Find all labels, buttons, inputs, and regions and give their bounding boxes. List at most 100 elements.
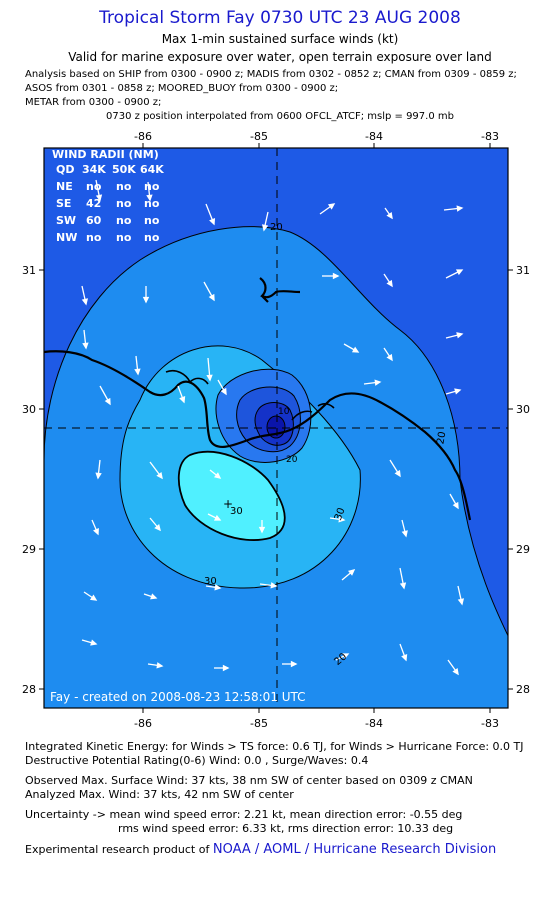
contour-label: 30 xyxy=(204,576,217,587)
wind-band-gt34 xyxy=(177,450,286,541)
wind-arrow-head xyxy=(150,593,158,600)
plot-subtitle: Max 1-min sustained surface winds (kt) xyxy=(161,32,399,46)
wind-arrow-head xyxy=(351,346,360,353)
dpr-line: Destructive Potential Rating(0-6) Wind: … xyxy=(25,754,369,767)
wind-arrow-head xyxy=(89,594,98,601)
wind-arrow-head xyxy=(454,388,462,395)
wind-arrow-head xyxy=(338,516,346,523)
lon-tick-label-bottom: -85 xyxy=(250,717,268,730)
hrd-link[interactable]: NOAA / AOML / Hurricane Research Divisio… xyxy=(212,842,497,857)
wind-radii-col: QD xyxy=(56,163,74,176)
wind-arrow-head xyxy=(332,272,340,280)
wind-arrow-head xyxy=(455,269,464,276)
wind-arrow-head xyxy=(208,293,215,302)
lat-ticks xyxy=(39,269,513,690)
uncertainty-line-2: rms wind speed error: 6.33 kt, rms direc… xyxy=(118,822,454,835)
wind-radii-cell: no xyxy=(116,214,132,227)
map-credit: Fay - created on 2008-08-23 12:58:01 UTC xyxy=(50,690,306,704)
contour-label: 10 xyxy=(278,407,290,417)
wind-arrow-head xyxy=(90,639,98,646)
wind-arrow-head xyxy=(399,582,407,590)
wind-radii-cell: no xyxy=(86,180,102,193)
lake-outline xyxy=(259,277,301,303)
wind-arrow-head xyxy=(93,527,99,536)
lon-tick-label-top: -86 xyxy=(134,130,152,143)
wind-arrow-head xyxy=(394,469,401,478)
wind-arrows xyxy=(81,179,465,676)
wind-arrow-head xyxy=(386,211,393,220)
wind-arrow-head xyxy=(341,653,350,660)
wind-arrow-head xyxy=(386,279,393,288)
wind-arrow-head xyxy=(179,396,186,404)
wind-arrow-head xyxy=(82,342,89,350)
wind-arrow-head xyxy=(327,203,336,210)
lon-tick-label-top: -83 xyxy=(481,130,499,143)
wind-arrow-head xyxy=(452,501,459,510)
product-credit: Experimental research product of NOAA / … xyxy=(25,843,496,857)
wind-arrow-head xyxy=(457,598,465,606)
observed-max-line: Observed Max. Surface Wind: 37 kts, 38 n… xyxy=(25,774,473,787)
wind-radii-cell: no xyxy=(86,231,102,244)
bay-outline xyxy=(165,369,335,421)
lon-tick-label-bottom: -83 xyxy=(481,717,499,730)
wind-arrow-head xyxy=(104,397,111,406)
wind-arrow-head xyxy=(261,224,269,232)
wind-radii-col: 34K xyxy=(82,163,106,176)
wind-radii-cell: no xyxy=(144,197,160,210)
wind-radii-cell: no xyxy=(144,231,160,244)
lat-tick-label-right: 30 xyxy=(516,403,530,416)
map-frame xyxy=(43,147,509,709)
wind-arrow-head xyxy=(156,471,163,480)
wind-arrow-head xyxy=(456,332,464,339)
position-note: 0730 z position interpolated from 0600 O… xyxy=(106,111,454,122)
contour-label: 20 xyxy=(286,455,298,465)
wind-arrow-head xyxy=(456,205,464,212)
wind-arrow-head xyxy=(213,514,222,521)
analyzed-max-line: Analyzed Max. Wind: 37 kts, 42 nm SW of … xyxy=(25,788,294,801)
ike-line: Integrated Kinetic Energy: for Winds > T… xyxy=(25,740,524,753)
lat-tick-label-right: 29 xyxy=(516,543,530,556)
lat-tick-label-left: 29 xyxy=(22,543,36,556)
exposure-note: Valid for marine exposure over water, op… xyxy=(68,50,492,64)
wind-arrow-head xyxy=(214,584,222,591)
wind-radii-cell: no xyxy=(116,197,132,210)
lon-tick-label-top: -85 xyxy=(250,130,268,143)
wind-radii-cell: SW xyxy=(56,214,76,227)
wind-radii-cell: SE xyxy=(56,197,71,210)
wind-arrow-head xyxy=(146,194,153,202)
wind-radii-cell: no xyxy=(144,214,160,227)
wind-radii-title: WIND RADII (NM) xyxy=(52,148,159,161)
contour-label: 30 xyxy=(333,506,348,522)
analysis-line-3: METAR from 0300 - 0900 z; xyxy=(25,97,162,108)
wind-arrow-head xyxy=(95,472,102,480)
wind-arrow-head xyxy=(347,569,356,576)
wind-arrow-head xyxy=(220,387,227,396)
lat-tick-label-left: 28 xyxy=(22,683,36,696)
wind-arrow-head xyxy=(156,662,164,669)
lon-ticks xyxy=(142,143,491,713)
product-prefix: Experimental research product of xyxy=(25,843,213,856)
max-wind-marker: + xyxy=(223,497,233,511)
wind-radii-col: 50K xyxy=(112,163,136,176)
wind-arrow-head xyxy=(95,194,103,202)
analysis-line-2: ASOS from 0301 - 0858 z; MOORED_BUOY fro… xyxy=(25,83,339,94)
wind-arrow-head xyxy=(222,664,230,672)
wind-map: + 20 30 20 30 20 30 10 20 WIND RADII (NM… xyxy=(22,130,530,730)
wind-radii-cell: NW xyxy=(56,231,77,244)
wind-arrow-head xyxy=(401,654,408,662)
wind-radii-table: WIND RADII (NM) QD 34K 50K 64K NE no no … xyxy=(52,148,164,244)
wind-arrow-head xyxy=(209,218,216,226)
wind-radii-cell: no xyxy=(116,231,132,244)
wind-arrow-head xyxy=(290,660,298,668)
wind-radii-col: 64K xyxy=(140,163,164,176)
wind-arrow-head xyxy=(401,530,408,538)
lat-tick-label-left: 30 xyxy=(22,403,36,416)
wind-arrow-head xyxy=(270,582,278,589)
lat-tick-label-right: 28 xyxy=(516,683,530,696)
lon-tick-label-top: -84 xyxy=(365,130,383,143)
contour-label: 20 xyxy=(270,222,283,233)
wind-radii-cell: no xyxy=(116,180,132,193)
wind-radii-cell: 42 xyxy=(86,197,101,210)
wind-arrow-head xyxy=(213,472,222,479)
wind-radii-cell: NE xyxy=(56,180,73,193)
